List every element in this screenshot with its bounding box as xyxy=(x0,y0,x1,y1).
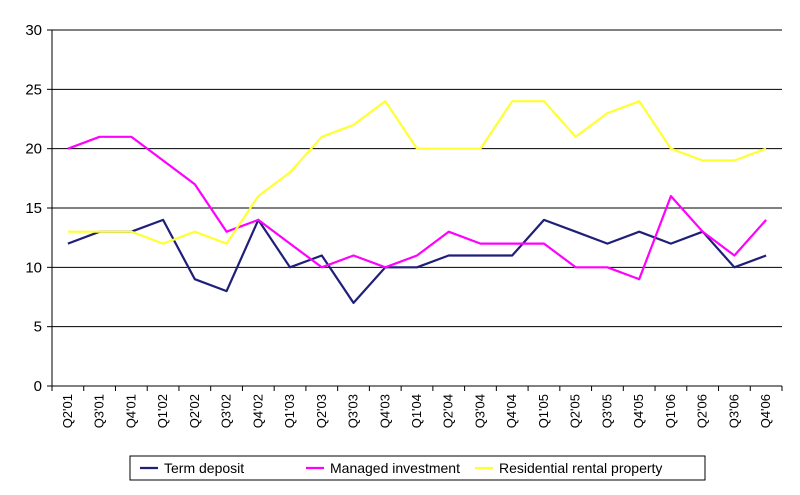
y-tick-label: 15 xyxy=(25,200,42,217)
x-tick-label: Q2'04 xyxy=(441,394,456,428)
y-tick-labels: 0 5 10 15 20 25 30 xyxy=(25,22,42,395)
x-tick-label: Q2'05 xyxy=(568,394,583,428)
x-tick-label: Q3'05 xyxy=(599,394,614,428)
x-tick-label: Q4'01 xyxy=(123,394,138,428)
y-tick-label: 30 xyxy=(25,22,42,39)
x-tick-label: Q1'06 xyxy=(663,394,678,428)
series-line-0 xyxy=(67,218,767,304)
x-tick-label: Q4'05 xyxy=(631,394,646,428)
x-tick-label: Q4'04 xyxy=(504,394,519,428)
x-tick-label: Q4'06 xyxy=(758,394,773,428)
x-tick-label: Q3'02 xyxy=(219,394,234,428)
y-tick-label: 10 xyxy=(25,259,42,276)
axes xyxy=(47,29,783,391)
legend-box xyxy=(129,455,706,481)
y-tick-label: 5 xyxy=(34,319,42,336)
x-tick-label: Q2'06 xyxy=(695,394,710,428)
series-line-2 xyxy=(67,100,767,245)
x-tick-labels: Q2'01 Q3'01 Q4'01 Q1'02 Q2'02 Q3'02 Q4'02 Q1'03… xyxy=(60,394,773,428)
x-tick-label: Q3'04 xyxy=(472,394,487,428)
series-line-1 xyxy=(67,135,767,281)
legend: Term deposit Managed investment Residentia… xyxy=(129,455,706,481)
x-tick-label: Q1'05 xyxy=(536,394,551,428)
x-tick-label: Q4'03 xyxy=(377,394,392,428)
x-tick-label: Q1'03 xyxy=(282,394,297,428)
y-tick-label: 20 xyxy=(25,141,42,158)
y-tick-label: 25 xyxy=(25,81,42,98)
legend-label: Residential rental property xyxy=(499,460,662,476)
y-tick-label: 0 xyxy=(34,378,42,395)
x-tick-label: Q4'02 xyxy=(250,394,265,428)
x-tick-label: Q1'04 xyxy=(409,394,424,428)
grid-lines xyxy=(52,29,782,328)
legend-label: Term deposit xyxy=(164,460,244,476)
x-tick-label: Q2'03 xyxy=(314,394,329,428)
x-tick-label: Q2'02 xyxy=(187,394,202,428)
x-tick-label: Q3'03 xyxy=(346,394,361,428)
x-tick-label: Q3'06 xyxy=(726,394,741,428)
x-tick-label: Q3'01 xyxy=(92,394,107,428)
series-lines xyxy=(67,100,767,304)
x-tick-label: Q2'01 xyxy=(60,394,75,428)
legend-label: Managed investment xyxy=(330,460,460,476)
x-tick-label: Q1'02 xyxy=(155,394,170,428)
